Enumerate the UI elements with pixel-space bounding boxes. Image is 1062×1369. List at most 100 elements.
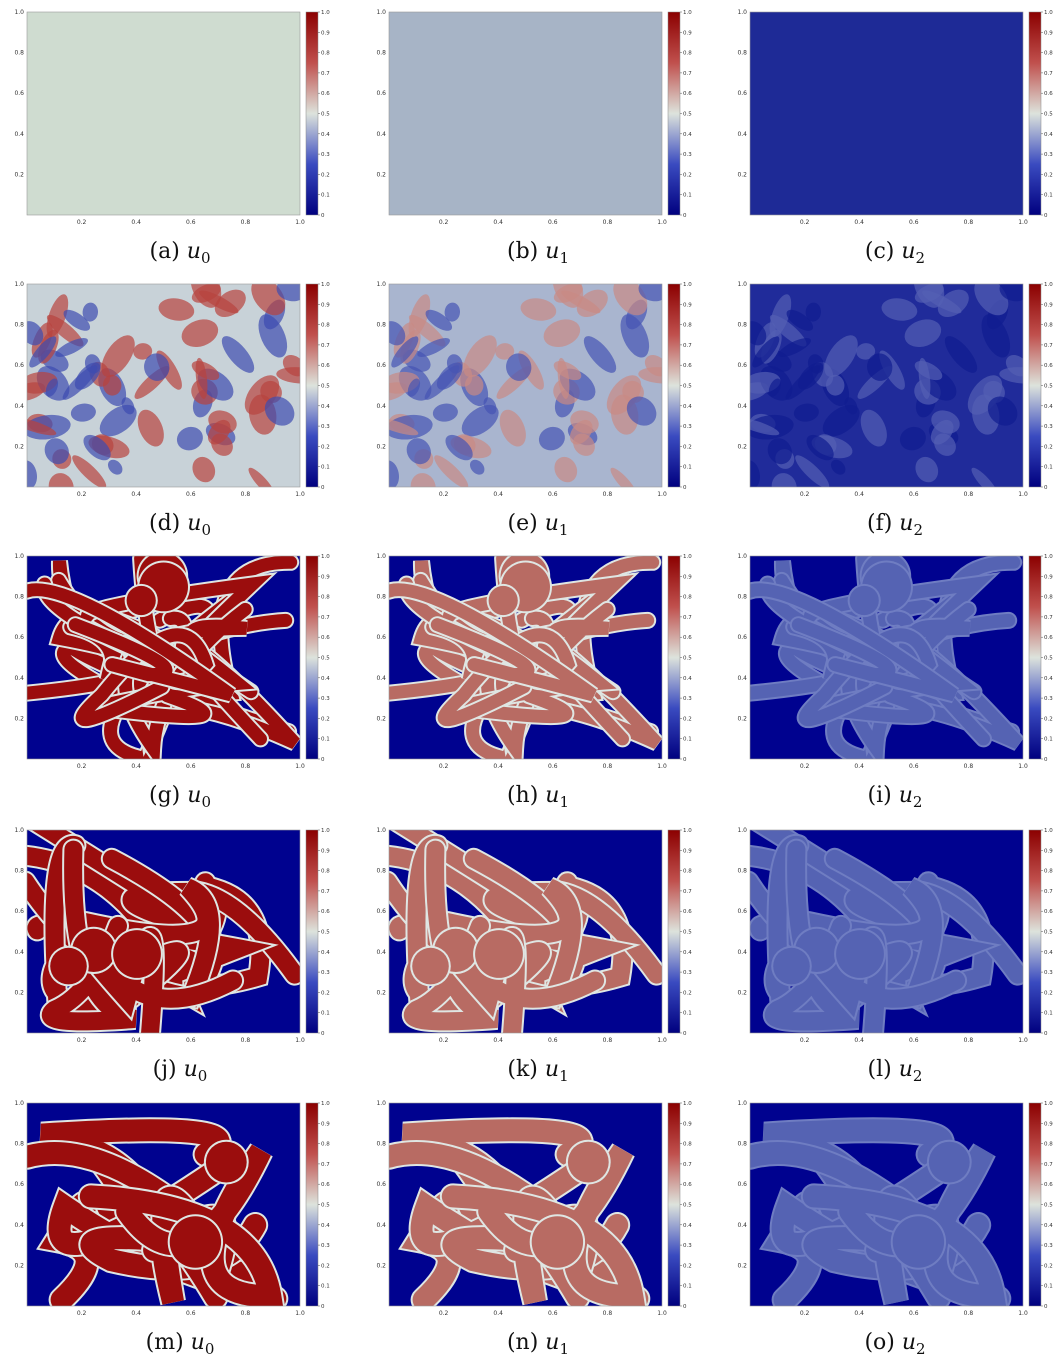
colorbar-tick-label: 0.4 bbox=[1044, 404, 1053, 410]
colorbar-tick-label: 0.4 bbox=[321, 676, 330, 682]
y-tick-label: 0.4 bbox=[376, 131, 386, 138]
colorbar-tick-label: 0.9 bbox=[321, 848, 330, 854]
x-tick-label: 1.0 bbox=[1018, 763, 1028, 770]
y-tick-label: 0.4 bbox=[376, 1222, 386, 1229]
x-tick-label: 0.6 bbox=[548, 219, 558, 226]
colorbar-tick-label: 0.5 bbox=[683, 1203, 692, 1209]
colorbar-tick-label: 0.8 bbox=[321, 869, 330, 875]
colorbar-tick-label: 0.7 bbox=[683, 1162, 692, 1168]
y-tick-label: 0.4 bbox=[14, 949, 24, 956]
colorbar-tick-label: 1.0 bbox=[683, 10, 692, 16]
colorbar-tick-label: 1.0 bbox=[1044, 282, 1053, 288]
colorbar-tick-label: 0.1 bbox=[1044, 737, 1053, 743]
colorbar-tick-label: 0.4 bbox=[1044, 950, 1053, 956]
colorbar-tick-label: 0.2 bbox=[321, 1263, 330, 1269]
colorbar bbox=[305, 829, 319, 1034]
colorbar-tick-label: 0.9 bbox=[1044, 30, 1053, 36]
y-tick-label: 0.2 bbox=[14, 715, 24, 722]
y-tick-label: 0.6 bbox=[737, 1181, 747, 1188]
x-tick-label: 0.2 bbox=[77, 1310, 87, 1317]
colorbar-tick-label: 0.1 bbox=[1044, 1011, 1053, 1017]
colorbar-tick-label: 1.0 bbox=[1044, 554, 1053, 560]
colorbar-tick-label: 0.7 bbox=[321, 615, 330, 621]
field-structures bbox=[27, 556, 300, 759]
y-tick-label: 1.0 bbox=[14, 281, 24, 288]
colorbar-tick-label: 0.1 bbox=[321, 193, 330, 199]
panel-caption: (k) u1 bbox=[507, 1057, 568, 1085]
colorbar-tick-label: 0.7 bbox=[683, 71, 692, 77]
y-tick-label: 0.8 bbox=[376, 50, 386, 57]
colorbar-tick-label: 0.3 bbox=[321, 696, 330, 702]
x-tick-label: 1.0 bbox=[295, 219, 305, 226]
y-tick-label: 0.2 bbox=[14, 443, 24, 450]
panel-n: 0.2 0.4 0.6 0.8 1.0 1.0 0.8 0.6 0.4 0.2 1.0 0.9 0.8 0… bbox=[376, 1100, 692, 1358]
colorbar-tick-label: 0 bbox=[683, 757, 687, 763]
colorbar-tick-label: 0 bbox=[321, 213, 325, 219]
x-tick-label: 1.0 bbox=[657, 1037, 667, 1044]
x-tick-label: 0.8 bbox=[964, 1310, 974, 1317]
colorbar-tick-label: 0.3 bbox=[683, 970, 692, 976]
x-tick-label: 0.6 bbox=[186, 1037, 196, 1044]
colorbar-tick-label: 0.1 bbox=[321, 737, 330, 743]
y-tick-label: 0.6 bbox=[14, 908, 24, 915]
colorbar-tick-label: 0.9 bbox=[683, 1121, 692, 1127]
y-tick-label: 1.0 bbox=[737, 281, 747, 288]
colorbar-tick-label: 0.3 bbox=[683, 1243, 692, 1249]
y-tick-label: 0.2 bbox=[737, 171, 747, 178]
y-tick-label: 0.4 bbox=[376, 403, 386, 410]
x-tick-label: 0.2 bbox=[800, 491, 810, 498]
colorbar-tick-label: 0.5 bbox=[683, 384, 692, 390]
panel-a: 0.2 0.4 0.6 0.8 1.0 1.0 0.8 0.6 0.4 0.2 1.0 0.9 0.8 0… bbox=[14, 9, 330, 267]
colorbar-tick-label: 0.9 bbox=[683, 302, 692, 308]
panel-caption: (d) u0 bbox=[149, 511, 211, 539]
y-tick-label: 0.2 bbox=[737, 1262, 747, 1269]
y-tick-label: 0.8 bbox=[14, 1141, 24, 1148]
x-tick-label: 0.8 bbox=[603, 491, 613, 498]
colorbar-tick-label: 0.4 bbox=[683, 1223, 692, 1229]
colorbar bbox=[305, 11, 319, 216]
colorbar-tick-label: 0.2 bbox=[1044, 716, 1053, 722]
colorbar-tick-label: 0.8 bbox=[683, 1142, 692, 1148]
x-tick-label: 0.8 bbox=[964, 491, 974, 498]
colorbar-tick-label: 0.2 bbox=[683, 716, 692, 722]
field-structures bbox=[750, 284, 1023, 487]
colorbar-tick-label: 0 bbox=[683, 485, 687, 491]
colorbar-tick-label: 1.0 bbox=[683, 828, 692, 834]
x-tick-label: 0.2 bbox=[439, 1037, 449, 1044]
x-tick-label: 0.2 bbox=[77, 491, 87, 498]
x-tick-label: 0.6 bbox=[909, 1310, 919, 1317]
x-tick-label: 1.0 bbox=[1018, 491, 1028, 498]
colorbar-tick-label: 0.4 bbox=[1044, 1223, 1053, 1229]
colorbar-tick-label: 0.2 bbox=[1044, 172, 1053, 178]
x-tick-label: 0.8 bbox=[241, 491, 251, 498]
y-tick-label: 0.8 bbox=[737, 868, 747, 875]
colorbar-tick-label: 0.6 bbox=[683, 635, 692, 641]
colorbar-tick-label: 0.1 bbox=[683, 737, 692, 743]
colorbar-tick-label: 0.9 bbox=[1044, 1121, 1053, 1127]
panel-l: 0.2 0.4 0.6 0.8 1.0 1.0 0.8 0.6 0.4 0.2 1.0 0.9 0.8 0… bbox=[737, 827, 1053, 1085]
colorbar bbox=[667, 1102, 681, 1307]
colorbar-tick-label: 1.0 bbox=[321, 828, 330, 834]
panel-c: 0.2 0.4 0.6 0.8 1.0 1.0 0.8 0.6 0.4 0.2 1.0 0.9 0.8 0… bbox=[737, 9, 1053, 267]
colorbar-tick-label: 1.0 bbox=[1044, 1101, 1053, 1107]
panel-caption: (i) u2 bbox=[868, 783, 923, 811]
field-structures bbox=[389, 556, 662, 759]
x-tick-label: 0.4 bbox=[493, 1310, 503, 1317]
x-tick-label: 0.2 bbox=[439, 491, 449, 498]
panel-caption: (m) u0 bbox=[146, 1330, 215, 1358]
colorbar-tick-label: 0.8 bbox=[1044, 1142, 1053, 1148]
field-structures bbox=[27, 830, 300, 1033]
colorbar-tick-label: 0.4 bbox=[1044, 676, 1053, 682]
colorbar-tick-label: 0.5 bbox=[1044, 656, 1053, 662]
x-tick-label: 1.0 bbox=[657, 219, 667, 226]
colorbar-tick-label: 0.7 bbox=[683, 615, 692, 621]
y-tick-label: 0.8 bbox=[376, 1141, 386, 1148]
colorbar-tick-label: 0.6 bbox=[1044, 91, 1053, 97]
y-tick-label: 0.8 bbox=[14, 50, 24, 57]
panel-j: 0.2 0.4 0.6 0.8 1.0 1.0 0.8 0.6 0.4 0.2 1.0 0.9 0.8 0… bbox=[14, 827, 330, 1085]
colorbar-tick-label: 0.6 bbox=[321, 91, 330, 97]
colorbar-tick-label: 0.8 bbox=[1044, 595, 1053, 601]
panel-caption: (o) u2 bbox=[864, 1330, 925, 1358]
y-tick-label: 0.4 bbox=[737, 403, 747, 410]
x-tick-label: 0.8 bbox=[964, 763, 974, 770]
